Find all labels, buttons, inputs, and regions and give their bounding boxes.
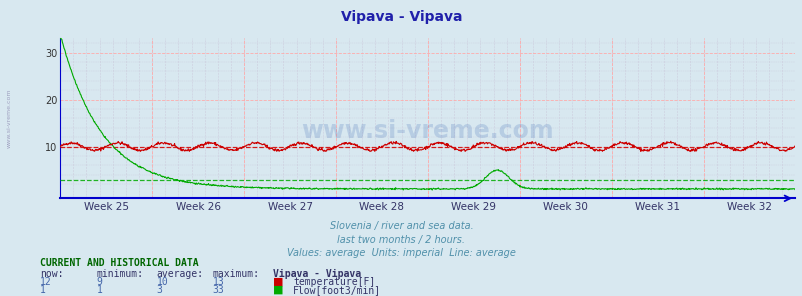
Text: Flow[foot3/min]: Flow[foot3/min] [293,285,381,295]
Text: average:: average: [156,269,204,279]
Text: Vipava - Vipava: Vipava - Vipava [340,10,462,24]
Text: 1: 1 [96,285,102,295]
Text: ■: ■ [273,277,283,287]
Text: 33: 33 [213,285,225,295]
Text: Slovenia / river and sea data.: Slovenia / river and sea data. [329,221,473,231]
Text: temperature[F]: temperature[F] [293,277,375,287]
Text: Values: average  Units: imperial  Line: average: Values: average Units: imperial Line: av… [286,248,516,258]
Text: 12: 12 [40,277,52,287]
Text: maximum:: maximum: [213,269,260,279]
Text: ■: ■ [273,285,283,295]
Text: 1: 1 [40,285,46,295]
Text: Vipava - Vipava: Vipava - Vipava [273,269,361,279]
Text: CURRENT AND HISTORICAL DATA: CURRENT AND HISTORICAL DATA [40,258,199,268]
Text: 9: 9 [96,277,102,287]
Text: 10: 10 [156,277,168,287]
Text: minimum:: minimum: [96,269,144,279]
Text: www.si-vreme.com: www.si-vreme.com [6,89,11,148]
Text: now:: now: [40,269,63,279]
Text: last two months / 2 hours.: last two months / 2 hours. [337,235,465,245]
Text: 13: 13 [213,277,225,287]
Text: 3: 3 [156,285,162,295]
Text: www.si-vreme.com: www.si-vreme.com [301,119,553,143]
